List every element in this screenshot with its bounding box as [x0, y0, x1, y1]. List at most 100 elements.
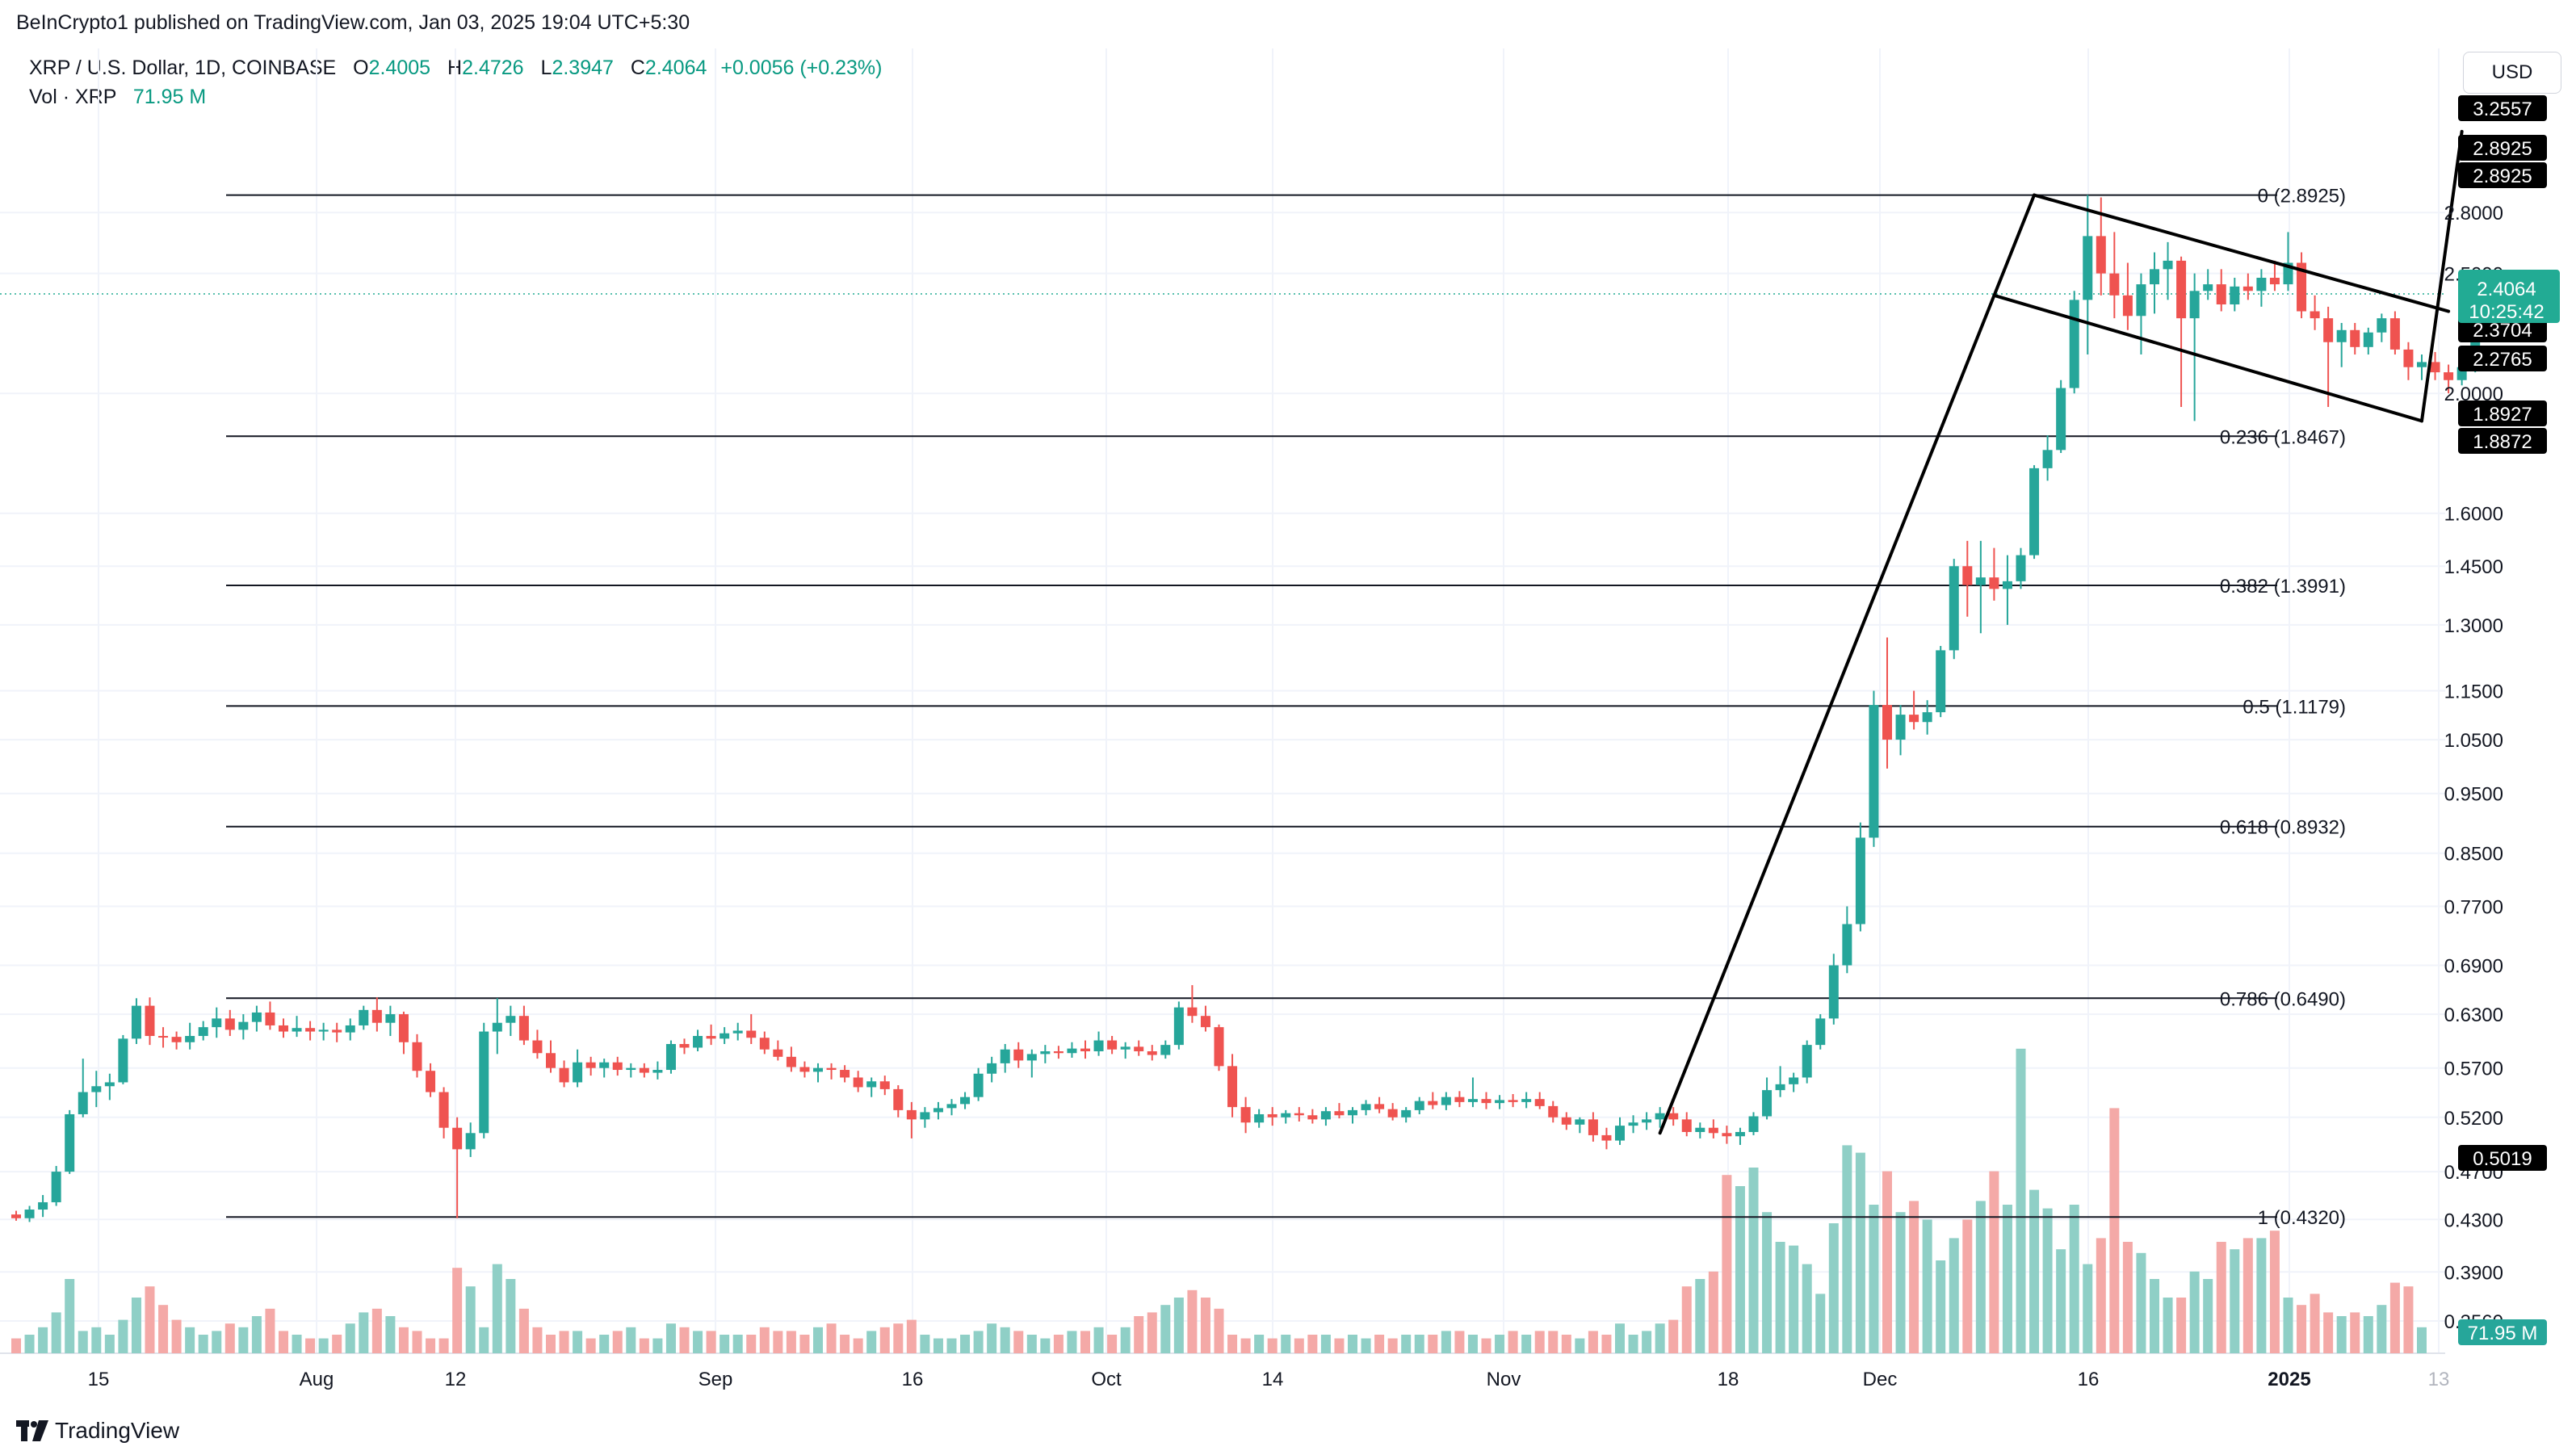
volume-bar — [933, 1338, 943, 1353]
volume-label[interactable]: Vol · XRP — [29, 86, 116, 108]
fib-level-label: 0.5 (1.1179) — [2242, 696, 2346, 718]
candle-body — [706, 1036, 716, 1039]
candle-body — [2029, 468, 2040, 556]
time-tick-label: Nov — [1487, 1369, 1521, 1390]
volume-bar — [1762, 1212, 1773, 1353]
volume-bar — [1815, 1294, 1826, 1353]
candle-body — [318, 1029, 329, 1032]
candle-body — [665, 1044, 676, 1071]
last-price-badge — [2458, 270, 2560, 324]
candle-body — [1855, 837, 1865, 925]
candle-body — [2189, 291, 2200, 319]
candle-body — [2056, 388, 2066, 451]
candle-body — [1722, 1133, 1732, 1137]
candle-body — [265, 1012, 275, 1025]
candle-body — [78, 1092, 88, 1114]
candle-body — [2444, 372, 2454, 380]
volume-bar — [1026, 1335, 1037, 1353]
price-tick-label: 0.7700 — [2444, 897, 2503, 919]
volume-bar — [1428, 1335, 1438, 1353]
candle-body — [2230, 286, 2240, 305]
price-chart[interactable]: 0 (2.8925) 0.236 (1.8467) 0.382 (1.3991) 0.… — [0, 0, 2576, 1405]
price-badge — [2458, 400, 2547, 426]
volume-bar — [559, 1331, 569, 1353]
price-tick-label: 1.0500 — [2444, 730, 2503, 752]
candle-body — [171, 1037, 182, 1042]
price-badge — [2458, 346, 2547, 371]
candle-body — [826, 1067, 837, 1071]
volume-bar — [238, 1327, 249, 1353]
candle-body — [1989, 577, 1999, 589]
grid — [0, 48, 2445, 1354]
volume-bar — [292, 1335, 302, 1353]
candle-body — [893, 1088, 904, 1110]
volume-bar — [1320, 1335, 1331, 1353]
symbol-title[interactable]: XRP / U.S. Dollar, 1D, COINBASE — [29, 57, 337, 79]
candle-body — [438, 1092, 449, 1128]
volume-bar — [1495, 1335, 1505, 1353]
candle-body — [1294, 1113, 1304, 1116]
volume-bar — [479, 1327, 489, 1353]
candle-body — [532, 1040, 543, 1054]
volume-bar — [2283, 1298, 2293, 1353]
volume-bar — [2096, 1238, 2106, 1353]
volume-bar — [1828, 1223, 1839, 1353]
time-axis[interactable]: 15 Aug 12 Sep 16 Oct 14 Nov 18 Dec 16 2025 13 — [88, 1369, 2450, 1390]
price-tick-label: 0.5200 — [2444, 1108, 2503, 1130]
price-badge-text: 2.8925 — [2473, 166, 2532, 187]
volume-bar — [2389, 1282, 2400, 1353]
volume-bar — [2109, 1108, 2120, 1353]
candle-body — [2203, 284, 2213, 291]
candle-body — [2176, 260, 2187, 319]
volume-bar — [2203, 1279, 2213, 1353]
candle-body — [1588, 1119, 1598, 1135]
volume-bar — [866, 1331, 877, 1353]
volume-bar — [1187, 1289, 1198, 1353]
volume-bar — [2069, 1205, 2079, 1353]
volume-bar — [198, 1335, 208, 1353]
volume-bar — [1748, 1168, 1759, 1353]
time-tick-label: Oct — [1091, 1369, 1122, 1390]
symbol-legend: XRP / U.S. Dollar, 1D, COINBASE O2.4005 … — [29, 53, 883, 111]
volume-bar — [38, 1327, 48, 1353]
candle-body — [359, 1009, 369, 1025]
volume-bar — [2016, 1048, 2026, 1353]
change-value: +0.0056 (+0.23%) — [720, 57, 883, 79]
volume-bar — [813, 1327, 823, 1353]
volume-bar — [1895, 1212, 1906, 1353]
candle-body — [573, 1062, 583, 1083]
candle-body — [2069, 300, 2079, 388]
candle-body — [2377, 318, 2387, 333]
candle-body — [759, 1038, 770, 1050]
currency-button[interactable]: USD — [2463, 52, 2561, 94]
candle-body — [1615, 1126, 1625, 1141]
volume-bar — [2310, 1294, 2320, 1353]
open-label: O — [353, 57, 369, 79]
volume-value: 71.95 M — [132, 86, 207, 108]
volume-bar — [1909, 1201, 1919, 1353]
publisher-text: BeInCrypto1 published on TradingView.com… — [16, 11, 690, 34]
volume-bar — [1147, 1312, 1157, 1353]
candle-body — [2417, 362, 2427, 367]
volume-bar — [546, 1335, 556, 1353]
candle-body — [1454, 1096, 1465, 1102]
fibonacci-levels: 0 (2.8925) 0.236 (1.8467) 0.382 (1.3991) 0.… — [226, 186, 2346, 1229]
volume-bar — [1668, 1319, 1679, 1353]
candle-body — [371, 1009, 382, 1023]
volume-bar — [1642, 1331, 1652, 1353]
ohlc-row: XRP / U.S. Dollar, 1D, COINBASE O2.4005 … — [29, 53, 883, 82]
volume-bar — [1561, 1335, 1571, 1353]
candle-body — [2297, 262, 2307, 312]
candle-body — [2016, 555, 2026, 581]
volume-bar — [1267, 1338, 1278, 1353]
candle-body — [2242, 286, 2253, 291]
candle-body — [866, 1081, 877, 1088]
volume-bar — [506, 1279, 516, 1353]
candle-body — [1173, 1007, 1184, 1046]
time-tick-label: 15 — [88, 1369, 110, 1390]
candle-body — [1789, 1077, 1799, 1084]
candle-body — [2389, 318, 2400, 350]
close-value: 2.4064 — [644, 57, 707, 79]
volume-bar — [1053, 1335, 1064, 1353]
trendlines[interactable] — [1658, 129, 2464, 1135]
